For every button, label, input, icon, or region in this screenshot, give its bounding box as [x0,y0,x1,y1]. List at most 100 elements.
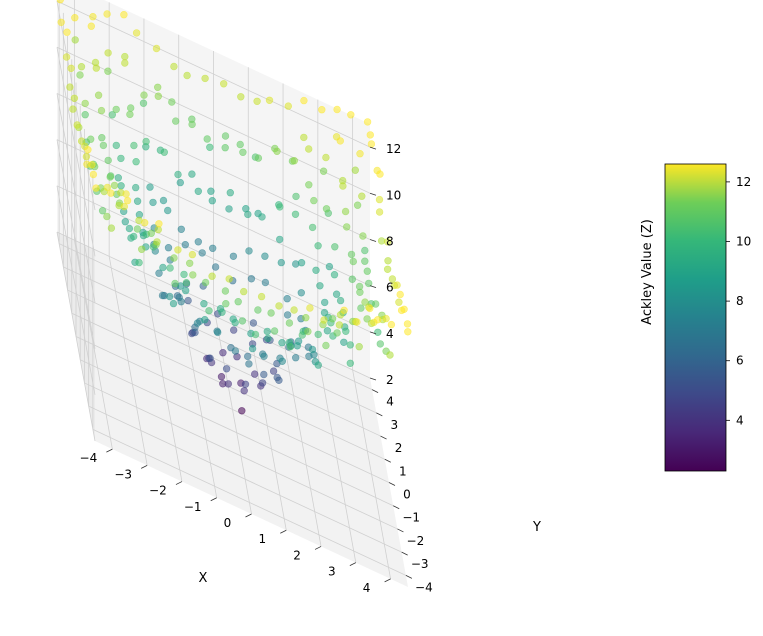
data-point [240,287,248,296]
data-point [225,275,233,283]
x-tick-mark [314,546,322,550]
data-point [153,238,161,246]
data-point [121,52,129,61]
data-point [103,183,112,192]
data-point [182,286,190,295]
data-point [257,292,266,301]
data-point [141,219,149,227]
data-point [273,147,281,156]
data-point [335,321,344,329]
data-point [87,22,96,30]
data-point [283,311,292,319]
z-tick-label: 4 [386,327,394,341]
data-point [133,197,142,205]
data-point [320,316,328,324]
data-point [374,316,382,324]
data-point [120,10,128,19]
data-point [383,265,392,273]
grid-line-left-z [56,185,96,395]
data-point [56,0,64,4]
data-point [372,300,380,308]
data-point [121,218,130,226]
grid-line-left-z [56,93,96,303]
z-tick-label: 2 [386,373,394,387]
z-tick-label: 8 [386,235,394,249]
data-point [164,244,173,252]
data-point [194,187,203,196]
data-point [81,110,89,119]
data-point [351,166,359,174]
data-point [276,235,284,244]
x-tick-label: 2 [293,548,301,562]
data-point [321,298,329,307]
data-point [347,250,356,259]
data-point [353,201,362,209]
data-point [98,134,106,142]
data-point [269,367,278,375]
data-point [300,96,308,105]
data-point [363,267,371,275]
data-point [224,380,233,388]
y-tick-mark [384,458,391,463]
data-point [322,153,330,162]
data-point [112,105,120,114]
data-point [357,304,365,312]
data-point [355,343,363,351]
grid-line-floor-y [84,382,398,530]
data-point [254,154,263,162]
data-point [76,71,84,79]
data-point [263,327,271,336]
data-point [383,238,392,246]
data-point [298,331,306,339]
data-point [304,327,312,336]
z-tick-mark [369,331,377,335]
data-point [99,141,108,150]
data-point [146,183,154,191]
x-tick-mark [140,464,148,469]
data-point [84,146,92,154]
data-point [396,290,404,299]
y-tick-mark [376,412,383,417]
data-point [168,98,176,106]
data-point [155,220,163,228]
data-point [264,334,272,343]
data-point [159,196,168,205]
data-point [353,318,361,326]
data-point [92,64,101,72]
data-point [342,327,350,335]
data-point [365,279,373,288]
data-point [184,296,192,305]
data-point [201,316,209,324]
data-point [363,315,371,323]
data-point [248,344,257,353]
x-tick-mark [280,529,287,534]
data-point [106,173,114,181]
data-point [231,347,240,355]
data-point [305,181,313,189]
grid-line-floor-y [75,336,390,483]
data-point [225,205,233,213]
data-point [293,342,301,350]
y-tick-label: −2 [407,534,425,548]
data-point [278,357,286,365]
data-point [66,83,74,91]
data-point [198,249,206,257]
data-point [201,278,210,287]
data-point [363,118,372,126]
data-point [73,121,81,129]
data-point [238,407,246,415]
data-point [239,148,247,157]
colorbar-tick-label: 8 [736,294,744,308]
z-tick-label: 12 [386,142,401,156]
data-point [174,246,182,254]
data-point [314,361,322,369]
data-point [67,64,75,73]
data-point [249,319,258,327]
data-point [152,44,161,53]
data-point [346,359,354,367]
z-tick-mark [369,192,377,196]
data-point [208,197,217,205]
x-tick-label: 1 [258,532,266,546]
data-point [188,120,196,129]
